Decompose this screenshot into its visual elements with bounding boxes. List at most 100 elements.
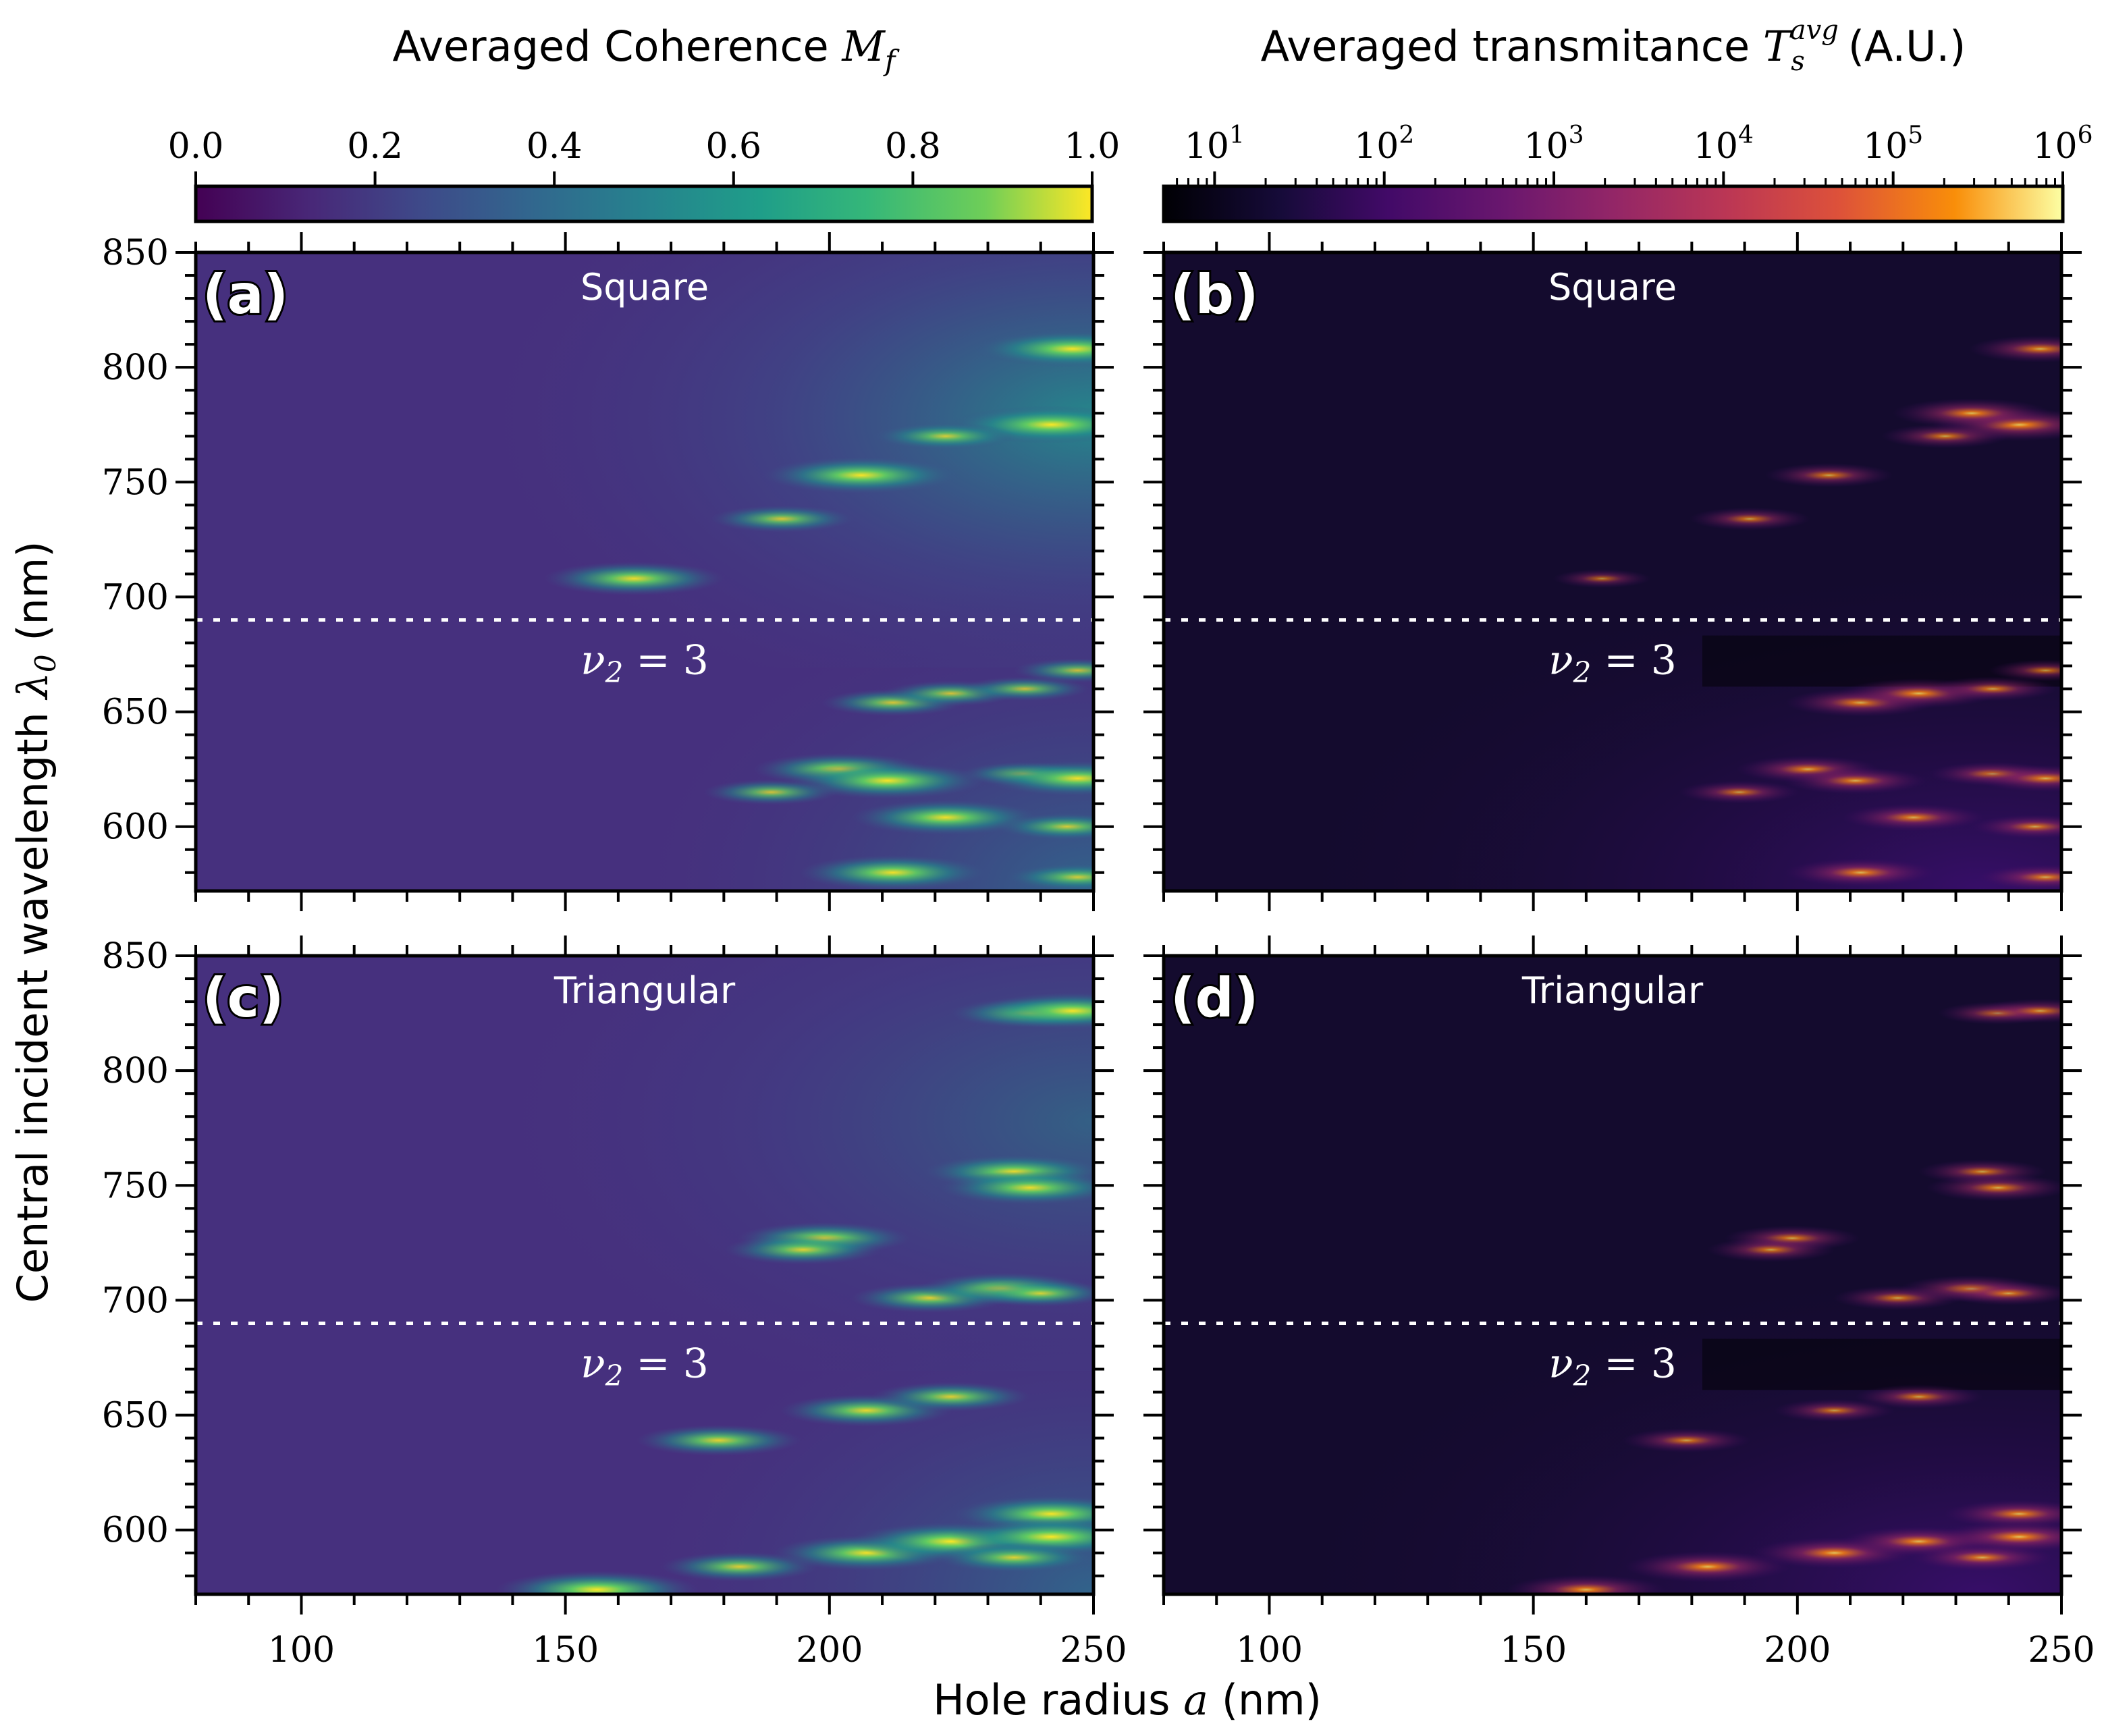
hotspot bbox=[1507, 1575, 1665, 1594]
colorbar-tick-label: 0.0 bbox=[168, 126, 224, 167]
hotspot bbox=[873, 423, 1017, 450]
y-tick-label: 600 bbox=[102, 807, 169, 848]
lattice-label: Square bbox=[1548, 266, 1677, 308]
colorbar-tick-label: 103 bbox=[1523, 121, 1584, 167]
hotspot bbox=[790, 762, 986, 799]
hotspot bbox=[1893, 398, 2051, 429]
hotspot bbox=[871, 1382, 1030, 1412]
hotspot bbox=[940, 1170, 1094, 1205]
axes-frame bbox=[194, 250, 1096, 893]
hotspot bbox=[636, 1425, 802, 1457]
y-tick-label: 750 bbox=[102, 1166, 169, 1206]
hotspot bbox=[1989, 659, 2061, 682]
hotspot bbox=[1625, 1551, 1791, 1583]
colorbar-tick-label: 105 bbox=[1863, 121, 1923, 167]
hotspot bbox=[1854, 1384, 1983, 1409]
hotspot bbox=[724, 1235, 882, 1265]
x-tick-label: 100 bbox=[268, 1630, 335, 1671]
x-tick-label: 150 bbox=[532, 1630, 599, 1671]
colorbar-tick-label: 0.4 bbox=[526, 126, 583, 167]
y-tick-label: 800 bbox=[102, 1051, 169, 1091]
nu2-annotation: ν2 = 3 bbox=[580, 636, 709, 688]
colorbar-tick-label: 104 bbox=[1694, 121, 1754, 167]
colorbar-tick-label: 0.2 bbox=[347, 126, 403, 167]
panel-label: (a) bbox=[202, 263, 288, 326]
colorbar-tick-label: 1.0 bbox=[1064, 126, 1120, 167]
hotspot bbox=[1943, 1499, 2061, 1528]
hotspot bbox=[995, 813, 1094, 840]
y-tick-label: 800 bbox=[102, 348, 169, 388]
colorbar-right-title: Averaged transmitance Tsavg (A.U.) bbox=[1261, 15, 1966, 77]
y-tick-label: 700 bbox=[102, 577, 169, 618]
axes-frame bbox=[194, 954, 1096, 1596]
colorbar-tick-label: 0.6 bbox=[705, 126, 761, 167]
x-tick-label: 200 bbox=[1764, 1630, 1831, 1671]
x-tick-label: 150 bbox=[1500, 1630, 1567, 1671]
hotspot bbox=[1881, 424, 2009, 449]
hotspot bbox=[1974, 765, 2061, 792]
lattice-label: Triangular bbox=[1521, 969, 1704, 1012]
heatmap bbox=[1164, 956, 2061, 1594]
x-tick-label: 200 bbox=[796, 1630, 863, 1671]
hotspot bbox=[543, 562, 724, 596]
y-tick-label: 850 bbox=[102, 936, 169, 977]
lattice-label: Triangular bbox=[554, 969, 736, 1012]
y-tick-label: 750 bbox=[102, 462, 169, 503]
hotspot bbox=[495, 1571, 699, 1594]
heatmap-dark-band bbox=[1702, 1338, 2061, 1390]
x-axis-label: Hole radius a (nm) bbox=[933, 1675, 1322, 1725]
axes-frame bbox=[1162, 954, 2063, 1596]
y-tick-label: 650 bbox=[102, 693, 169, 733]
y-axis-label: Central incident wavelength λ0 (nm) bbox=[8, 541, 62, 1303]
lattice-label: Square bbox=[580, 266, 709, 308]
heatmap bbox=[196, 252, 1094, 891]
hotspot bbox=[1944, 1281, 2061, 1306]
y-tick-label: 600 bbox=[102, 1511, 169, 1551]
colorbar-gradient bbox=[194, 184, 1094, 223]
hotspot bbox=[1679, 780, 1800, 804]
hotspot bbox=[1764, 463, 1893, 488]
colorbar-left-title: Averaged Coherence Mf bbox=[393, 22, 900, 77]
hotspot bbox=[799, 855, 987, 890]
hotspot bbox=[969, 1280, 1094, 1307]
hotspot bbox=[975, 992, 1094, 1029]
hotspot bbox=[710, 505, 854, 533]
hotspot bbox=[1976, 998, 2061, 1023]
nu2-annotation: ν2 = 3 bbox=[1548, 1340, 1677, 1392]
colorbar-gradient bbox=[1162, 184, 2065, 223]
hotspot bbox=[1783, 767, 1927, 794]
hotspot bbox=[1013, 658, 1094, 683]
x-tick-label: 250 bbox=[1060, 1630, 1127, 1671]
hotspot bbox=[1978, 864, 2061, 890]
y-tick-label: 650 bbox=[102, 1396, 169, 1436]
colorbar-left: 0.0 0.2 0.4 0.6 0.8 1.0 bbox=[168, 126, 1120, 223]
hotspot bbox=[1006, 863, 1094, 891]
panel-d: ν2 = 3 (d) Triangular 100 150 200 250 bbox=[1143, 935, 2095, 1671]
hotspot bbox=[1968, 335, 2061, 362]
panel-a: ν2 = 3 (a) Square 600 650 700 750 800 850 bbox=[102, 232, 1114, 911]
hotspot bbox=[983, 761, 1094, 796]
x-tick-label: 100 bbox=[1236, 1630, 1303, 1671]
hotspot bbox=[851, 800, 1040, 836]
hotspot bbox=[1910, 1544, 2054, 1571]
axes-frame bbox=[1162, 250, 2063, 893]
hotspot bbox=[703, 779, 840, 805]
colorbar-tick-label: 106 bbox=[2032, 121, 2092, 167]
hotspot bbox=[1622, 1428, 1751, 1453]
x-tick-label: 250 bbox=[2028, 1630, 2095, 1671]
heatmap bbox=[1164, 252, 2061, 891]
colorbar-tick-label: 101 bbox=[1185, 121, 1245, 167]
hotspot bbox=[1689, 507, 1810, 531]
nu2-annotation: ν2 = 3 bbox=[1548, 636, 1677, 688]
hotspot bbox=[1785, 858, 1937, 887]
panel-label: (d) bbox=[1170, 967, 1258, 1029]
hotspot bbox=[1841, 804, 1985, 832]
hotspot bbox=[975, 330, 1094, 367]
colorbar-right: 101 102 103 104 105 106 bbox=[1162, 121, 2093, 223]
panel-b: ν2 = 3 (b) Square bbox=[1143, 232, 2082, 911]
panel-c: ν2 = 3 (c) Triangular 100 150 200 250 600 650 700… bbox=[102, 935, 1127, 1671]
hotspot bbox=[935, 1542, 1094, 1573]
y-tick-label: 850 bbox=[102, 233, 169, 273]
panel-label: (c) bbox=[202, 967, 284, 1029]
hotspot bbox=[1970, 814, 2061, 839]
